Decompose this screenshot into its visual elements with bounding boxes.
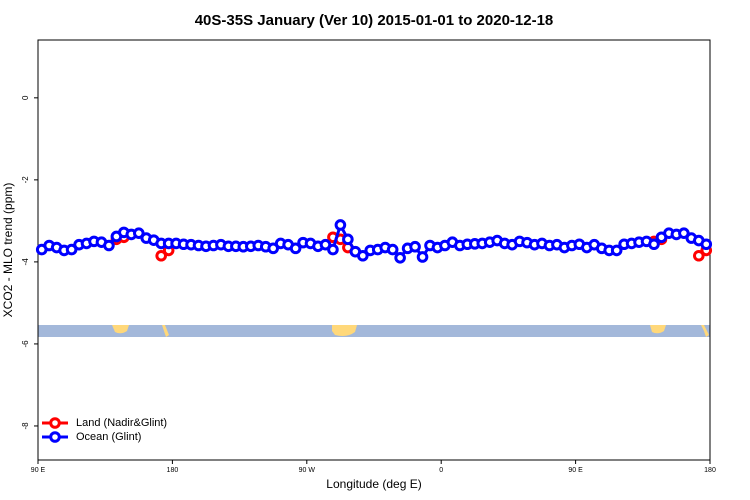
y-tick-label: -8 [21,422,30,430]
data-point [357,249,369,262]
data-point [155,249,167,262]
legend-marker [49,417,61,429]
x-tick-label: 90 W [299,467,316,474]
data-point [700,238,713,251]
data-point [409,240,421,253]
x-tick-label: 90 E [31,467,46,474]
data-point [648,238,660,251]
y-tick-label: -2 [21,176,30,184]
data-point [678,227,690,239]
legend-label: Ocean (Glint) [76,431,141,443]
x-tick-label: 180 [167,467,179,474]
map-strip [38,325,710,337]
data-point [267,242,280,255]
y-axis-label: XCO2 - MLO trend (ppm) [1,183,15,318]
y-tick-label: 0 [21,95,30,100]
y-tick-label: -6 [21,340,30,348]
x-tick-label: 90 E [568,467,583,474]
data-point [334,219,347,231]
data-point [65,243,78,256]
data-point [327,243,339,256]
x-tick-label: 0 [439,467,443,474]
data-point [103,239,115,252]
data-point [319,238,332,251]
data-point [394,251,406,264]
x-axis-label: Longitude (deg E) [326,477,421,491]
data-point [416,251,429,263]
data-point [289,242,302,255]
data-point [386,243,399,256]
y-tick-label: -4 [21,258,30,266]
data-point [133,227,145,239]
chart-title: 40S-35S January (Ver 10) 2015-01-01 to 2… [195,12,554,29]
x-tick-label: 180 [704,467,716,474]
data-point [610,244,623,257]
data-point [693,249,705,262]
legend-label: Land (Nadir&Glint) [76,417,167,429]
data-point [342,233,354,246]
legend-marker [49,431,61,443]
